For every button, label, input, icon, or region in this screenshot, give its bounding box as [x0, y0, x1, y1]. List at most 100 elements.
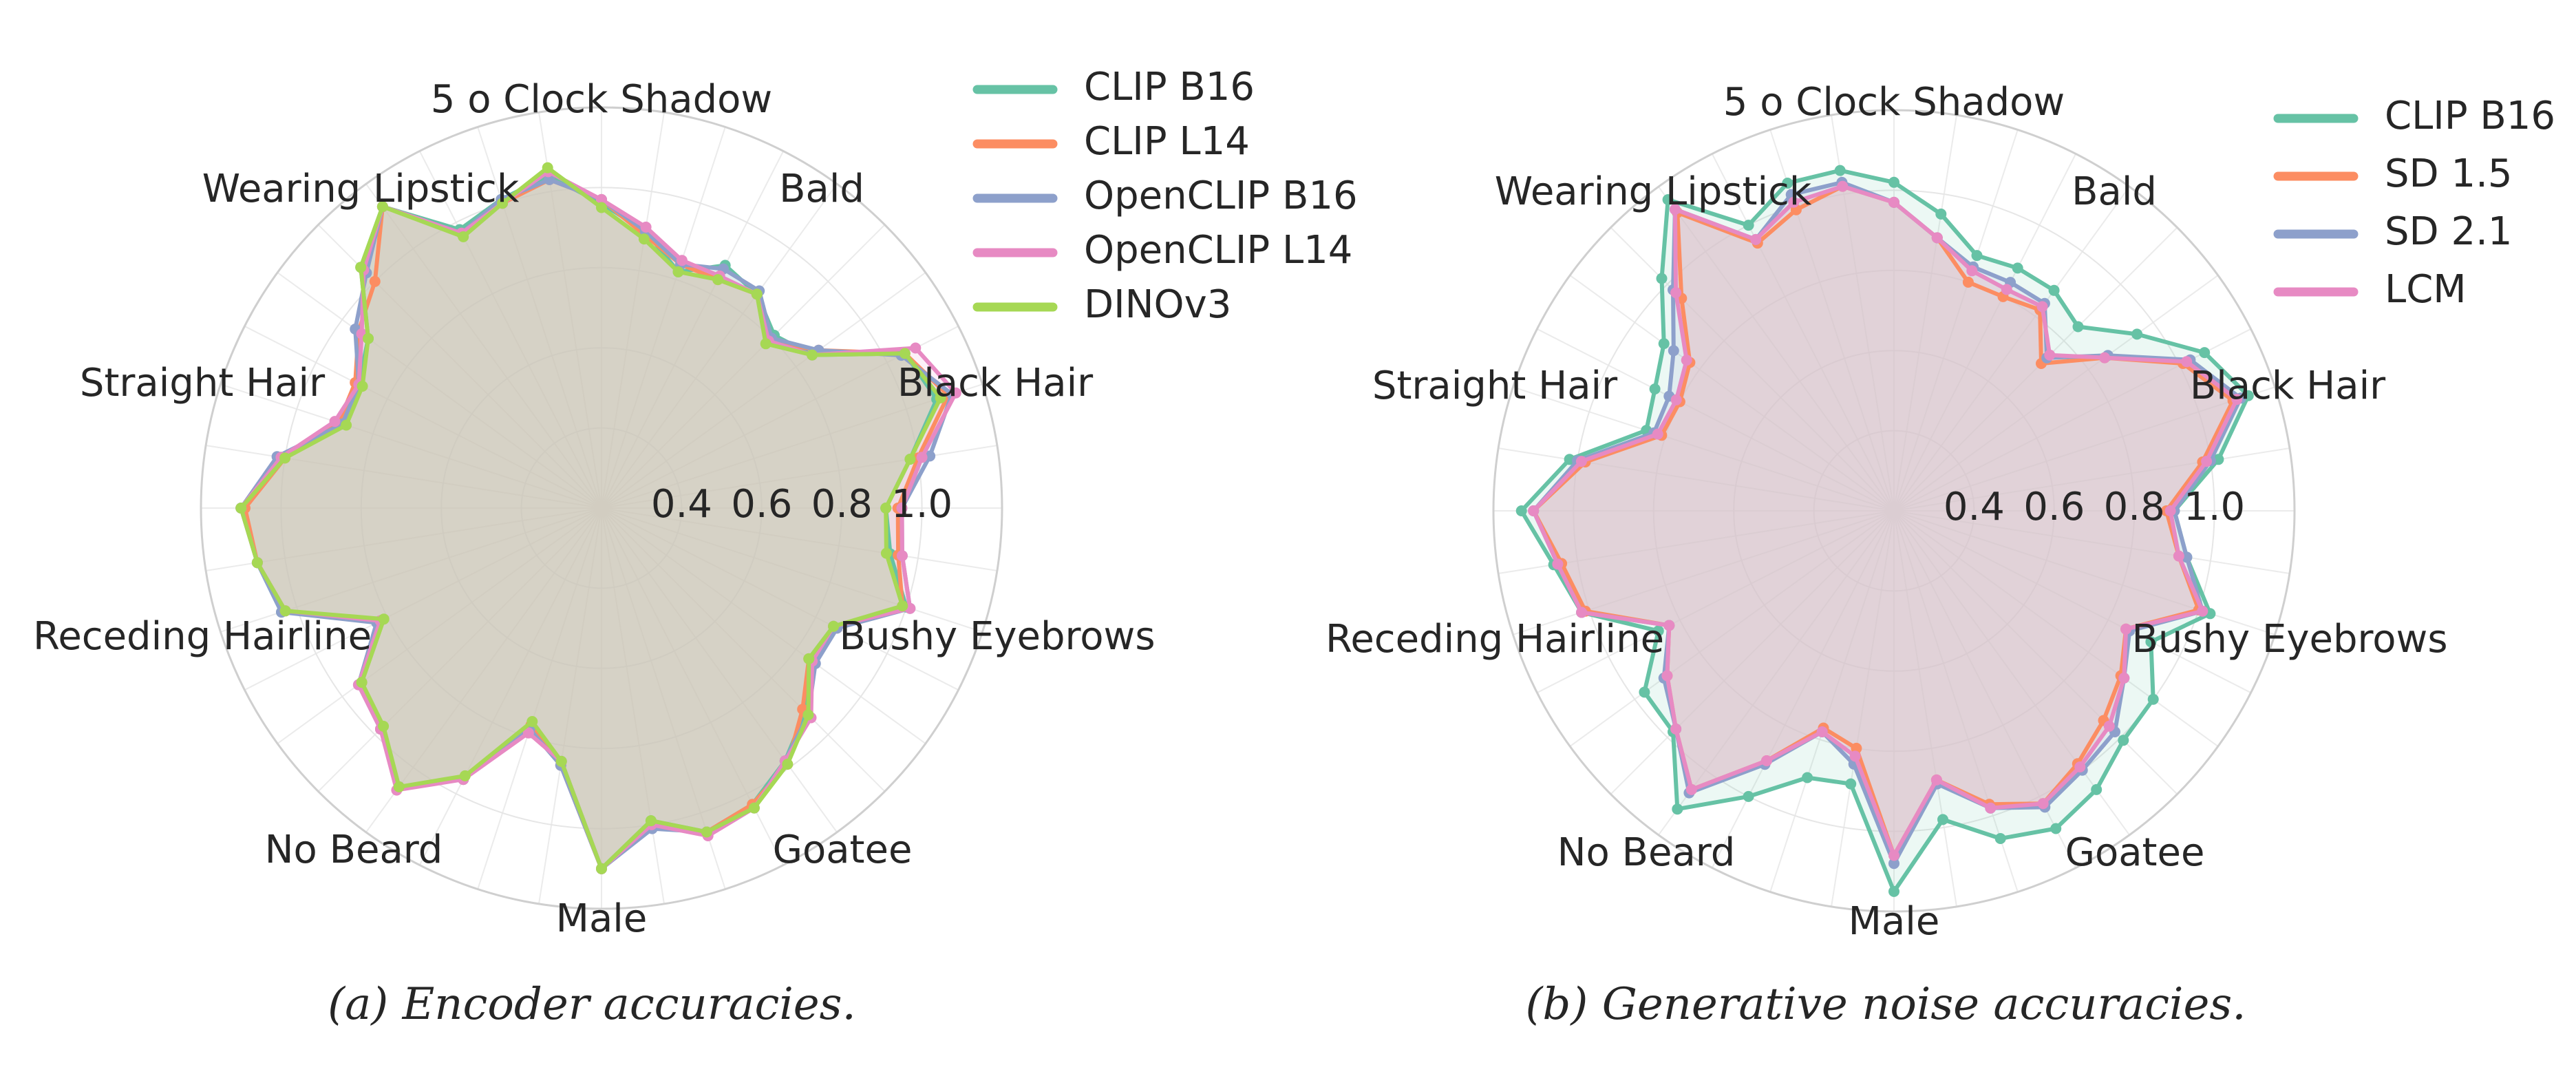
data-point-lcm: [2074, 761, 2086, 772]
data-point-lcm: [1930, 774, 1942, 786]
axis-label: Goatee: [2065, 830, 2205, 875]
data-point-clip-b16: [1639, 686, 1650, 698]
data-point-clip-b16: [1672, 803, 1683, 815]
outer-frame: [200, 106, 1003, 910]
legend-label: SD 1.5: [2385, 151, 2513, 196]
data-point-openclip-l14: [896, 550, 908, 562]
data-point-lcm: [2001, 284, 2012, 295]
data-point-lcm: [1888, 850, 1899, 861]
data-point-lcm: [1681, 355, 1692, 366]
data-point-dinov3: [356, 677, 368, 688]
legend: CLIP B16 SD 1.5 SD 2.1 LCM: [2273, 94, 2555, 312]
data-point-dinov3: [712, 274, 724, 286]
data-point-lcm: [1528, 505, 1540, 516]
data-point-clip-b16: [2091, 783, 2103, 795]
data-point-clip-b16: [1994, 833, 2006, 844]
data-point-clip-b16: [2199, 347, 2211, 359]
data-point-clip-b16: [1888, 176, 1899, 188]
data-point-clip-b16: [2147, 693, 2159, 705]
r-tick-label: 0.4: [1944, 485, 2005, 529]
data-point-lcm: [1661, 670, 1673, 682]
data-point-clip-b16: [2145, 636, 2157, 648]
data-point-lcm: [2044, 349, 2056, 361]
data-point-sd-2-1: [1888, 858, 1899, 870]
data-point-dinov3: [803, 653, 815, 664]
data-point-sd-1-5: [1962, 276, 1974, 288]
data-point-lcm: [1575, 456, 1587, 467]
data-point-openclip-l14: [329, 416, 341, 428]
data-point-dinov3: [279, 452, 291, 464]
data-point-clip-b16: [1658, 338, 1670, 350]
r-tick-label: 0.8: [811, 482, 873, 527]
axis-label: Bald: [2072, 169, 2157, 214]
combined-fill: [1533, 186, 2237, 856]
r-tick-label: 0.6: [731, 482, 792, 527]
data-point-lcm: [2099, 352, 2111, 364]
data-point-openclip-l14: [896, 503, 908, 514]
data-point-clip-b16: [1515, 505, 1527, 516]
data-point-dinov3: [645, 815, 657, 827]
data-point-dinov3: [760, 338, 771, 350]
axis-label: No Beard: [265, 828, 443, 872]
axis-label: 5 o Clock Shadow: [1723, 80, 2065, 125]
data-point-lcm: [2181, 356, 2193, 368]
data-point-clip-b16: [1802, 772, 1813, 783]
data-point-dinov3: [802, 709, 814, 721]
data-point-dinov3: [897, 600, 908, 612]
data-point-openclip-l14: [910, 342, 922, 354]
data-point-clip-b16: [2050, 823, 2062, 834]
data-point-dinov3: [555, 755, 567, 767]
data-point-lcm: [2201, 456, 2213, 467]
data-point-dinov3: [596, 863, 607, 874]
data-point-clip-b16: [1743, 220, 1754, 231]
caption-a: (a) Encoder accuracies.: [328, 979, 856, 1030]
data-point-openclip-l14: [596, 193, 607, 205]
data-point-sd-2-1: [1668, 345, 1679, 357]
data-point-openclip-l14: [916, 452, 928, 463]
data-point-lcm: [1816, 726, 1828, 737]
data-point-lcm: [1888, 196, 1899, 208]
data-point-clip-b16: [1652, 625, 1664, 637]
data-point-lcm: [1685, 783, 1697, 795]
legend-label: CLIP L14: [1084, 119, 1250, 164]
axis-label: Male: [1849, 899, 1940, 944]
data-point-dinov3: [235, 503, 247, 514]
data-point-lcm: [2164, 505, 2176, 516]
axis-label: Goatee: [773, 828, 913, 872]
data-point-dinov3: [672, 266, 684, 277]
data-point-lcm: [2103, 720, 2115, 732]
data-point-lcm: [1761, 755, 1772, 766]
axis-label: No Beard: [1557, 830, 1736, 875]
legend-label: SD 2.1: [2385, 209, 2513, 254]
data-point-lcm: [1669, 204, 1681, 215]
axis-label: Bald: [779, 167, 864, 211]
data-point-clip-b16: [1935, 208, 1947, 220]
data-point-dinov3: [701, 826, 712, 838]
axis-label: Black Hair: [897, 361, 1094, 406]
data-point-lcm: [1788, 196, 1800, 208]
data-point-dinov3: [899, 348, 911, 359]
data-point-openclip-l14: [676, 255, 688, 266]
data-point-dinov3: [542, 162, 553, 173]
r-tick-label: 1.0: [891, 482, 952, 527]
data-point-dinov3: [596, 202, 607, 213]
data-point-dinov3: [904, 454, 916, 465]
r-tick-label: 0.4: [651, 482, 712, 527]
data-point-clip-l14: [369, 275, 381, 287]
data-point-dinov3: [378, 720, 390, 732]
data-point-clip-b16: [1888, 885, 1899, 897]
data-point-dinov3: [497, 198, 509, 209]
data-point-dinov3: [748, 802, 760, 814]
data-point-clip-b16: [1937, 814, 1948, 825]
data-point-dinov3: [880, 547, 892, 559]
data-point-lcm: [2197, 605, 2208, 617]
legend-label: OpenCLIP B16: [1084, 173, 1358, 218]
data-point-dinov3: [751, 288, 763, 300]
data-point-lcm: [2120, 623, 2132, 635]
data-point-lcm: [2037, 798, 2049, 810]
data-point-lcm: [1576, 607, 1588, 618]
outer-frame: [1492, 109, 2296, 913]
r-tick-label: 0.6: [2023, 485, 2085, 529]
data-point-dinov3: [279, 605, 291, 617]
axis-label: Male: [556, 896, 648, 941]
